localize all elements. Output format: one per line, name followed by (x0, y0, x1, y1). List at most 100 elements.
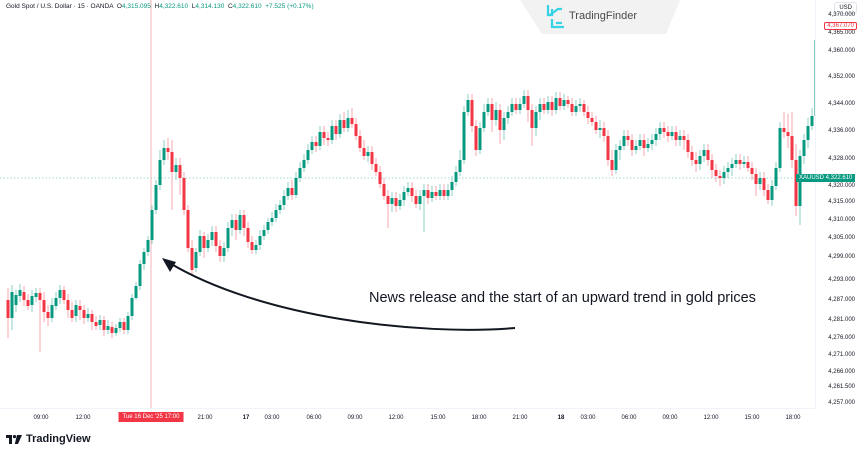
candle (590, 112, 594, 126)
candle (490, 98, 494, 132)
candle (90, 310, 94, 330)
time-tick: 21:00 (197, 415, 213, 421)
candle (374, 158, 378, 176)
candle (214, 226, 218, 252)
candle (26, 294, 30, 310)
tradingview-logo-icon (6, 434, 22, 444)
price-tick: 4,299.000 (828, 254, 855, 260)
candle (770, 180, 774, 206)
candle (50, 298, 54, 322)
candle (626, 130, 630, 146)
candle (138, 260, 142, 290)
annotation-text: News release and the start of an upward … (369, 290, 756, 306)
candle (58, 285, 62, 304)
candle (198, 230, 202, 256)
candle (146, 236, 150, 256)
time-tick: 18:00 (785, 415, 801, 421)
price-tick: 4,344.000 (828, 101, 855, 107)
candle (154, 180, 158, 214)
time-axis[interactable]: 09:00 12:00 21:00 17 03:00 06:00 09:00 12:00 15:… (0, 408, 815, 429)
price-tick: 4,328.000 (828, 156, 855, 162)
time-tick: 09:00 (662, 415, 678, 421)
candle (586, 106, 590, 124)
candle (442, 184, 446, 200)
candle (126, 312, 130, 334)
candle (406, 182, 410, 196)
candle (522, 90, 526, 108)
candle (578, 98, 582, 112)
candle (114, 324, 118, 336)
candle (538, 98, 542, 120)
candle (318, 126, 322, 150)
candle (218, 240, 222, 262)
annotation-arrow (167, 261, 516, 331)
time-tick: 18 (557, 415, 565, 421)
candlestick-chart[interactable] (0, 0, 815, 408)
candle (502, 112, 506, 140)
candle (10, 285, 14, 330)
candle (814, 40, 815, 116)
candle (302, 154, 306, 172)
candle (398, 194, 402, 210)
candle (170, 140, 174, 210)
candle (730, 158, 734, 176)
candle (494, 102, 498, 126)
candle (458, 150, 462, 176)
tradingfinder-logo-icon (546, 5, 564, 29)
candle (658, 122, 662, 140)
candle (594, 116, 598, 134)
candle (598, 120, 602, 138)
candle (326, 132, 330, 146)
candle (686, 134, 690, 158)
candle (134, 282, 138, 300)
price-tick: 4,276.000 (828, 335, 855, 341)
candle (738, 154, 742, 170)
candle (78, 300, 82, 320)
candle (450, 176, 454, 196)
candle (726, 162, 730, 178)
candle (690, 146, 694, 166)
candle (478, 122, 482, 154)
candle (314, 136, 318, 152)
price-tick: 4,305.000 (828, 235, 855, 241)
candle (122, 318, 126, 334)
price-tick: 4,266.000 (828, 369, 855, 375)
close-value: 4,322.610 (232, 3, 262, 10)
candle (30, 290, 34, 312)
candle (602, 122, 606, 142)
candle (646, 138, 650, 152)
candle (270, 212, 274, 226)
candle (798, 150, 802, 225)
chart-area[interactable]: Gold Spot / U.S. Dollar · 15 · OANDA O4,… (0, 0, 815, 408)
candle (362, 140, 366, 160)
candle (390, 192, 394, 212)
time-tick: 12:00 (388, 415, 404, 421)
candle (642, 134, 646, 156)
candle (670, 126, 674, 140)
candle (750, 162, 754, 180)
candle (278, 200, 282, 214)
candle (742, 156, 746, 168)
candle (446, 184, 450, 200)
candle (474, 120, 478, 156)
candle (186, 205, 190, 252)
candle (358, 130, 362, 152)
candle (178, 158, 182, 195)
candle (370, 146, 374, 170)
candle (434, 186, 438, 200)
candle (234, 214, 238, 240)
price-axis[interactable]: USD 4,370.000 4,365.000 4,360.000 4,352.000… (796, 0, 860, 408)
arrow-head-icon (162, 258, 176, 272)
time-tick: 15:00 (744, 415, 760, 421)
candle (322, 126, 326, 145)
crosshair-time-label: Tue 16 Dec '25 17:00 (118, 412, 184, 422)
candle (14, 290, 18, 312)
candle (6, 288, 10, 338)
candle (298, 162, 302, 182)
candle (34, 288, 38, 302)
tradingview-logo[interactable]: TradingView (6, 433, 91, 445)
currency-button[interactable]: USD (834, 2, 857, 14)
candle (758, 172, 762, 190)
candle (418, 190, 422, 210)
candle (306, 144, 310, 164)
